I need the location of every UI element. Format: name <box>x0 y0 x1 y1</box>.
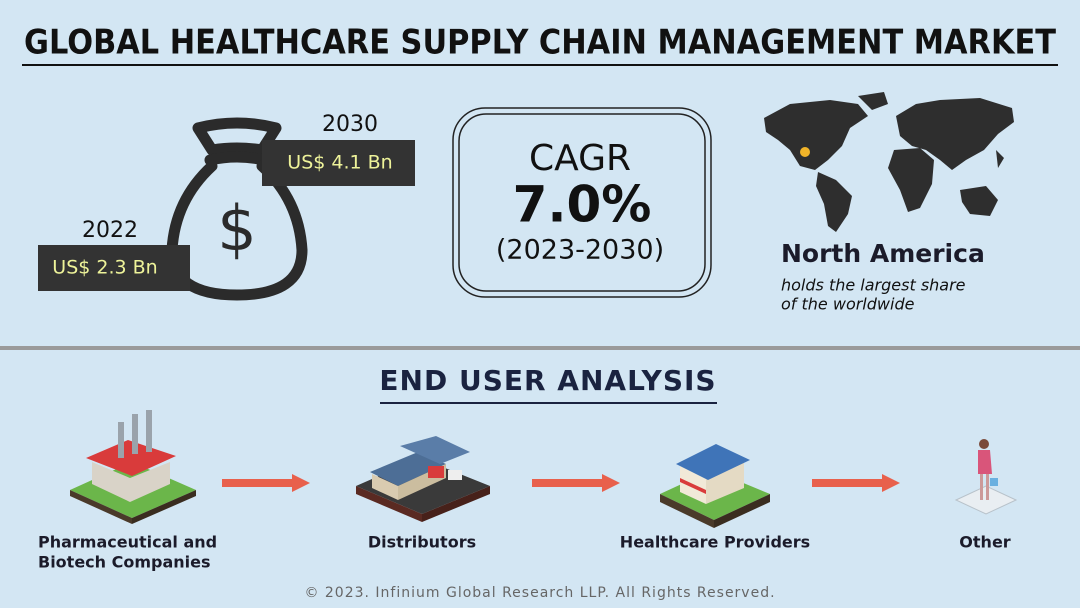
cagr-frame-inner <box>458 113 706 292</box>
region-note: holds the largest share <box>781 276 966 295</box>
cagr-period: (2023-2030) <box>496 235 664 266</box>
section-divider <box>0 346 1080 350</box>
region-name: North America <box>781 239 985 268</box>
end-user-label: Biotech Companies <box>38 553 211 572</box>
market-value: US$ 2.3 Bn <box>52 257 157 279</box>
cagr-value: 7.0% <box>513 176 652 234</box>
factory-icon <box>70 410 196 524</box>
world-map-icon <box>764 92 1014 232</box>
end-user-label: Distributors <box>368 533 476 552</box>
region-note: of the worldwide <box>781 295 915 314</box>
section-title: END USER ANALYSIS <box>379 364 716 397</box>
flow-arrow <box>222 474 310 492</box>
cagr-label: CAGR <box>529 138 631 179</box>
money-bag-icon <box>166 117 308 301</box>
footer: © 2023. Infinium Global Research LLP. Al… <box>304 585 775 601</box>
warehouse-icon <box>356 436 490 522</box>
end-user-label: Other <box>959 533 1010 552</box>
value-box <box>262 140 415 186</box>
year-label: 2022 <box>82 218 138 243</box>
region-marker <box>800 147 810 157</box>
cagr-frame-outer <box>452 107 712 298</box>
dollar-sign-icon: $ <box>217 192 256 265</box>
market-value: US$ 4.1 Bn <box>287 152 392 174</box>
end-user-label: Healthcare Providers <box>620 533 810 552</box>
title: GLOBAL HEALTHCARE SUPPLY CHAIN MANAGEMEN… <box>24 23 1057 63</box>
year-label: 2030 <box>322 112 378 137</box>
person-icon <box>954 439 1018 515</box>
value-box <box>38 245 190 291</box>
end-user-label: Pharmaceutical and <box>38 533 217 552</box>
flow-arrow <box>812 474 900 492</box>
flow-arrow <box>532 474 620 492</box>
hospital-icon <box>660 444 770 528</box>
